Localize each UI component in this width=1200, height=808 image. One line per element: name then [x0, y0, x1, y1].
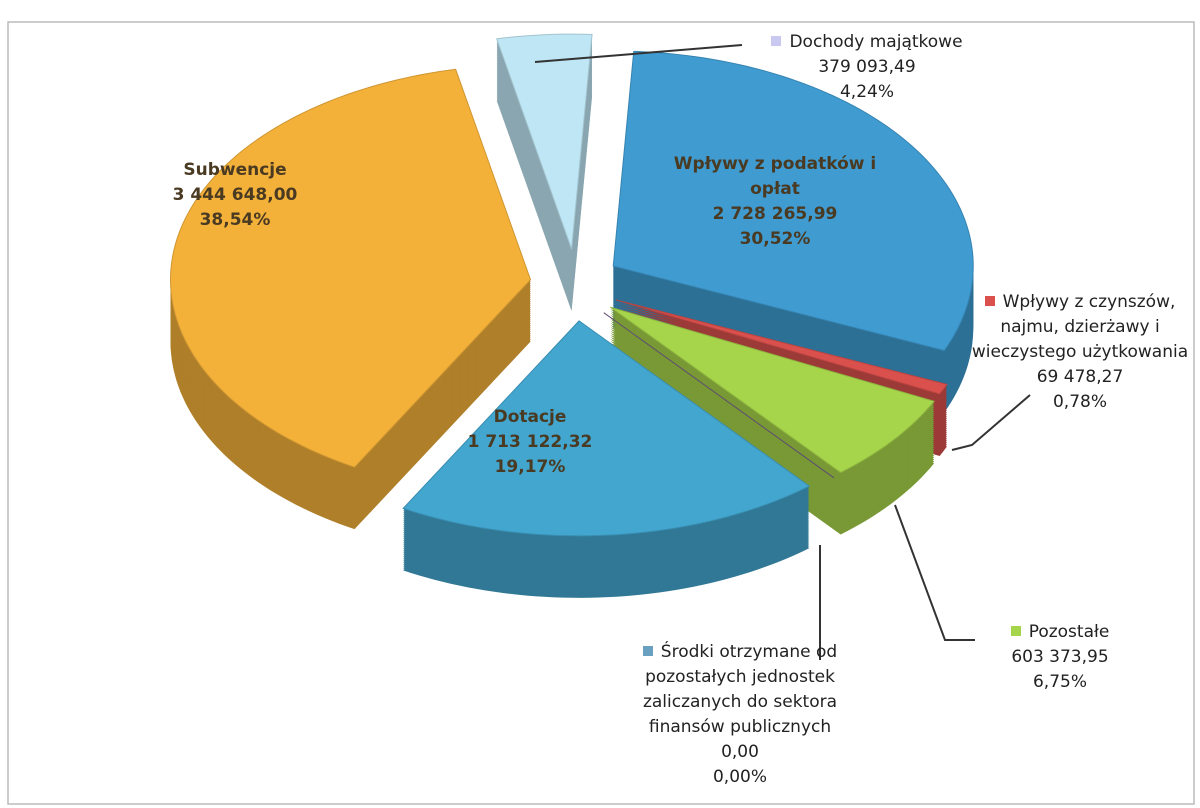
slice-side	[603, 314, 835, 480]
data-label: Środki otrzymane od pozostałych jednoste…	[605, 640, 875, 790]
category-name: Środki otrzymane od pozostałych jednoste…	[642, 642, 838, 737]
data-label: Dochody majątkowe 379 093,49 4,24%	[742, 30, 992, 105]
percent-label: 30,52%	[739, 229, 811, 249]
category-name: Wpływy z podatków i opłat	[673, 154, 877, 199]
label-name: Wpływy z podatków i opłat	[665, 152, 885, 202]
label-name: Pozostałe	[960, 620, 1160, 645]
slice	[170, 68, 532, 468]
data-label: Wpływy z podatków i opłat 2 728 265,99 30,…	[665, 152, 885, 252]
category-name: Wpływy z czynszów, najmu, dzierżawy i wi…	[971, 292, 1189, 362]
data-label: Wpływy z czynszów, najmu, dzierżawy i wi…	[965, 290, 1195, 415]
slice	[603, 312, 835, 479]
slice-side	[603, 324, 835, 490]
slice-side	[603, 334, 835, 500]
leader-line	[951, 394, 1031, 451]
slice	[402, 320, 811, 537]
slice	[610, 306, 936, 474]
legend-marker	[1010, 626, 1021, 636]
leader-line	[894, 504, 975, 641]
amount-label: 379 093,49	[818, 57, 916, 77]
slice-side	[615, 303, 947, 399]
percent-label: 19,17%	[494, 457, 566, 477]
slice-side	[603, 332, 835, 498]
percent-label: 0,78%	[1052, 392, 1107, 412]
slice-side	[603, 328, 835, 494]
slice	[615, 299, 948, 395]
amount-label: 1 713 122,32	[467, 432, 593, 452]
slice-side	[615, 307, 947, 403]
label-name: Dochody majątkowe	[742, 30, 992, 55]
data-label: Pozostałe 603 373,95 6,75%	[960, 620, 1160, 695]
amount-label: 603 373,95	[1011, 647, 1109, 667]
category-name: Pozostałe	[1028, 622, 1110, 642]
legend-marker	[642, 646, 653, 656]
slice-side	[603, 326, 835, 492]
leader-line	[534, 44, 743, 63]
slice-side	[603, 322, 835, 488]
label-name: Wpływy z czynszów, najmu, dzierżawy i wi…	[965, 290, 1195, 365]
percent-label: 38,54%	[199, 210, 271, 230]
amount-label: 3 444 648,00	[172, 185, 298, 205]
percent-label: 4,24%	[839, 82, 894, 102]
slice-side	[603, 320, 835, 486]
label-name: Subwencje	[130, 158, 340, 183]
category-name: Subwencje	[183, 160, 287, 180]
legend-marker	[771, 36, 782, 46]
label-name: Dotacje	[440, 405, 620, 430]
data-label: Dotacje 1 713 122,32 19,17%	[440, 405, 620, 480]
category-name: Dotacje	[493, 407, 567, 427]
data-label: Subwencje 3 444 648,00 38,54%	[130, 158, 340, 233]
chart-frame	[7, 21, 1195, 805]
slice-side	[603, 318, 835, 484]
amount-label: 69 478,27	[1036, 367, 1124, 387]
amount-label: 2 728 265,99	[712, 204, 838, 224]
slice	[612, 50, 974, 352]
slice-side	[603, 336, 835, 502]
amount-label: 0,00	[721, 742, 759, 762]
percent-label: 6,75%	[1032, 672, 1087, 692]
category-name: Dochody majątkowe	[789, 32, 963, 52]
label-name: Środki otrzymane od pozostałych jednoste…	[605, 640, 875, 740]
percent-label: 0,00%	[712, 767, 767, 787]
slice-side	[615, 305, 947, 401]
slice	[496, 33, 593, 250]
slice-side	[603, 316, 835, 482]
legend-marker	[984, 296, 995, 306]
slice-side	[603, 330, 835, 496]
